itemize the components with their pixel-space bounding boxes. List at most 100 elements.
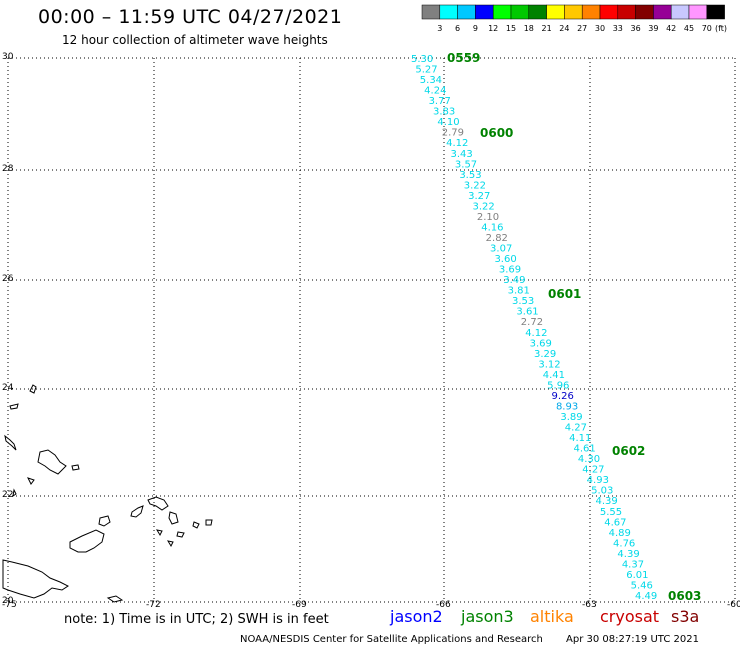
island-outline (192, 521, 200, 529)
wave-height-value: 4.89 (609, 528, 631, 539)
map-subtitle: 12 hour collection of altimeter wave hei… (62, 33, 328, 47)
island-outline (130, 505, 144, 518)
color-scale-label: 36 (631, 24, 641, 33)
altimeter-track: 5.305.275.344.243.773.834.102.794.123.43… (411, 51, 701, 603)
color-scale-label: 42 (666, 24, 676, 33)
latitude-label: 24 (2, 383, 14, 393)
wave-height-value: 3.29 (534, 349, 556, 360)
color-scale-label: 3 (437, 24, 442, 33)
color-scale-label: 12 (488, 24, 498, 33)
time-label: 0602 (612, 444, 645, 458)
wave-height-value: 2.79 (442, 128, 464, 139)
color-scale-label: 18 (524, 24, 534, 33)
longitude-label: -63 (582, 600, 597, 610)
wave-height-value: 2.72 (521, 317, 543, 328)
wave-height-value: 4.41 (543, 370, 565, 381)
wave-height-value: 5.34 (420, 75, 442, 86)
wave-height-value: 3.22 (472, 201, 494, 212)
island-outline (37, 449, 67, 475)
legend-cryosat: cryosat (600, 607, 660, 626)
latitude-label: 20 (2, 596, 14, 606)
island-outline (205, 519, 213, 526)
wave-height-value: 3.53 (512, 296, 534, 307)
wave-height-value: 5.96 (547, 380, 569, 391)
latitude-label: 22 (2, 490, 14, 500)
wave-height-value: 4.16 (481, 222, 503, 233)
wave-height-value: 3.22 (464, 180, 486, 191)
legend-s3a: s3a (671, 607, 700, 626)
map-title: 00:00 – 11:59 UTC 04/27/2021 (38, 6, 343, 28)
wave-height-value: 4.27 (582, 465, 604, 476)
longitude-label: -66 (436, 600, 451, 610)
wave-height-value: 4.24 (424, 86, 446, 97)
wave-height-value: 3.89 (560, 412, 582, 423)
wave-height-value: 4.10 (437, 117, 459, 128)
island-outline (166, 540, 174, 548)
longitude-label: -72 (146, 600, 161, 610)
wave-height-value: 4.67 (604, 517, 626, 528)
wave-height-value: 4.12 (446, 138, 468, 149)
island-outline (147, 496, 169, 511)
island-outline (106, 595, 124, 603)
color-scale-label: 24 (559, 24, 569, 33)
wave-height-value: 3.83 (433, 107, 455, 118)
wave-height-value: 4.30 (578, 454, 600, 465)
longitude-label: -69 (292, 600, 307, 610)
color-scale-label: 33 (613, 24, 623, 33)
wave-height-value: 2.82 (486, 233, 508, 244)
time-label: 0600 (480, 126, 513, 140)
latitude-label: 30 (2, 52, 14, 62)
wave-height-value: 8.93 (556, 401, 578, 412)
wave-height-value: 3.07 (490, 244, 512, 255)
island-outline (155, 529, 163, 537)
wave-height-value: 5.03 (591, 486, 613, 497)
latitude-label: 26 (2, 274, 14, 284)
color-scale-label: 6 (455, 24, 460, 33)
wave-height-value: 3.60 (494, 254, 516, 265)
island-outline (71, 464, 80, 471)
wave-height-value: 4.27 (565, 423, 587, 434)
wave-height-value: 5.46 (631, 580, 653, 591)
wave-height-value: 4.61 (574, 444, 596, 455)
wave-height-value: 3.27 (468, 191, 490, 202)
color-scale-label: 27 (577, 24, 587, 33)
wave-height-value: 3.53 (459, 170, 481, 181)
wave-height-value: 3.81 (508, 286, 530, 297)
wave-height-value: 3.49 (503, 275, 525, 286)
color-scale-label: 21 (542, 24, 552, 33)
longitude-label: -75 (2, 600, 17, 610)
island-outline (9, 403, 19, 410)
footer-credit: NOAA/NESDIS Center for Satellite Applica… (240, 634, 543, 645)
color-scale-label: 30 (595, 24, 605, 33)
wave-height-value: 2.10 (477, 212, 499, 223)
color-swatch (706, 4, 725, 20)
color-scale-label: 45 (684, 24, 694, 33)
island-outline (176, 531, 185, 538)
wave-height-value: 4.39 (595, 496, 617, 507)
wave-height-value: 9.26 (552, 391, 574, 402)
color-scale-unit: (ft) (715, 24, 727, 33)
wave-height-value: 5.27 (415, 65, 437, 76)
island-outline (27, 477, 35, 485)
wave-height-value: 6.01 (626, 570, 648, 581)
wave-height-value: 3.69 (499, 265, 521, 276)
island-outline (12, 488, 17, 498)
island-outline (2, 559, 69, 599)
map-grid (7, 57, 736, 603)
wave-height-value: 3.43 (451, 149, 473, 160)
wave-height-value: 5.55 (600, 507, 622, 518)
wave-height-value: 3.61 (516, 307, 538, 318)
color-scale-bar: 3 6 9 12 15 18 21 24 27 30 33 36 39 42 45 70 (ft) (421, 4, 727, 33)
note-text: note: 1) Time is in UTC; 2) SWH is in fe… (64, 612, 329, 627)
color-scale-label: 15 (506, 24, 516, 33)
latitude-label: 28 (2, 164, 14, 174)
island-outline (168, 511, 179, 525)
color-scale-label: 9 (473, 24, 478, 33)
legend-altika: altika (530, 607, 574, 626)
island-outline (98, 515, 111, 527)
wave-height-value: 4.49 (635, 591, 657, 602)
longitude-label: -60 (727, 600, 740, 610)
coastline-islands (2, 384, 213, 603)
color-scale-label: 39 (648, 24, 658, 33)
